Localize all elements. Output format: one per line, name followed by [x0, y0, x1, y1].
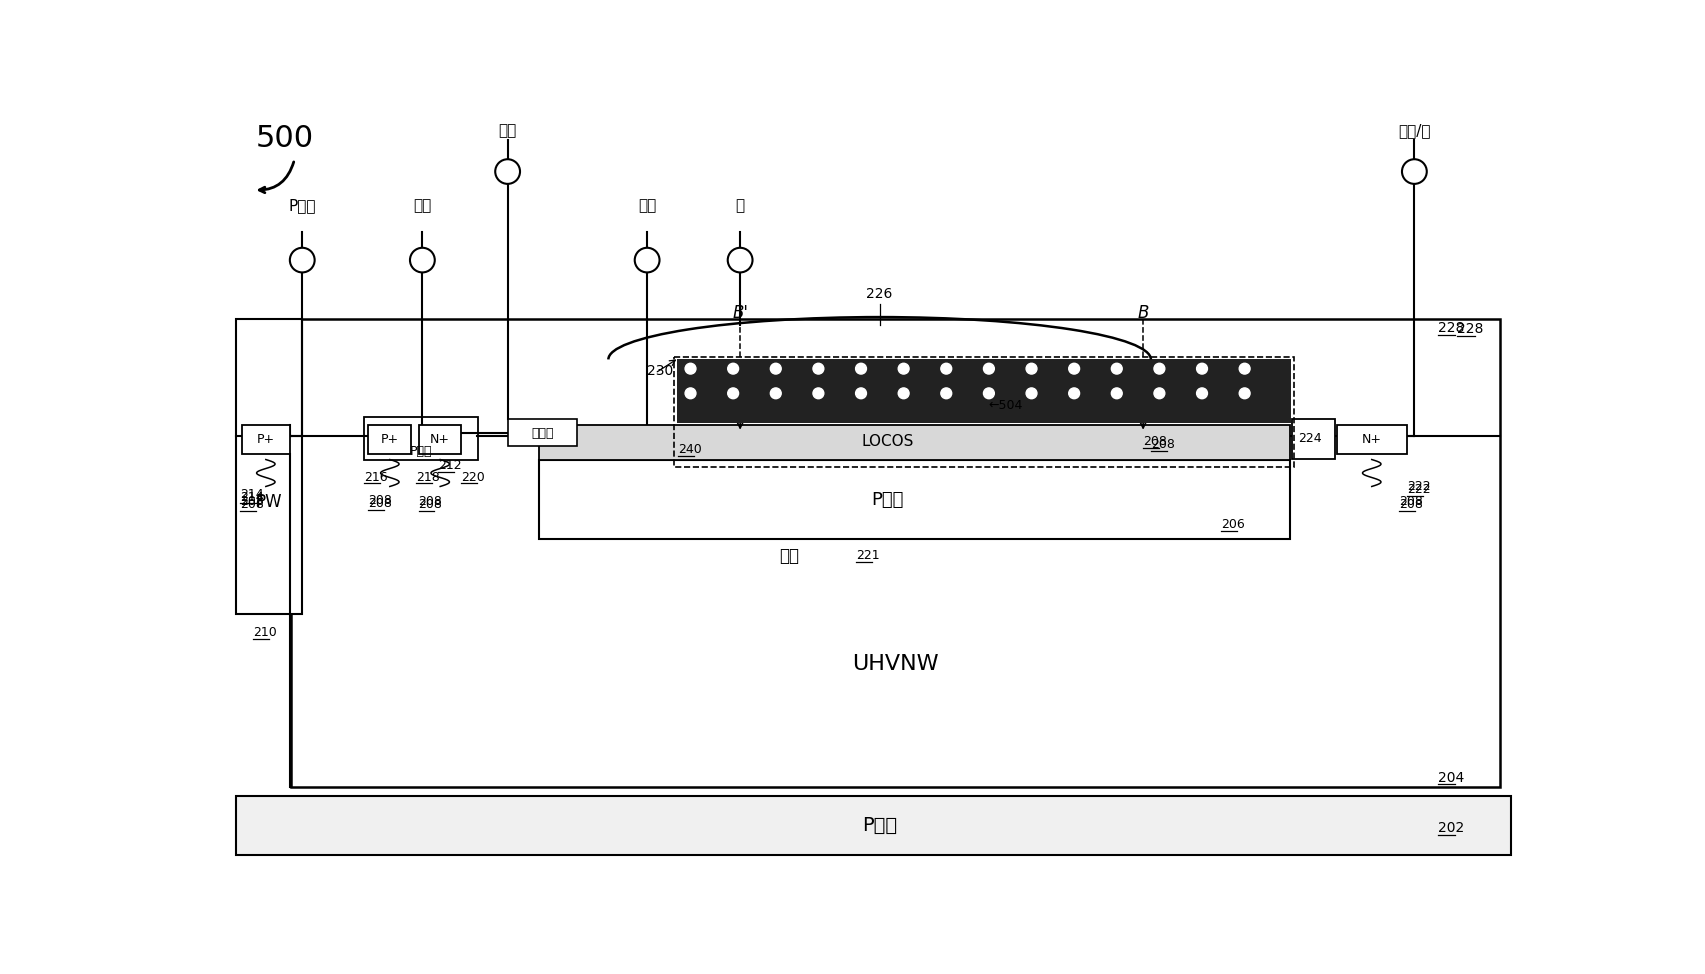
Text: 216: 216: [365, 470, 387, 484]
Text: 218: 218: [416, 470, 440, 484]
Circle shape: [1197, 388, 1207, 398]
Text: 漏极/高: 漏极/高: [1398, 124, 1430, 138]
Bar: [508, 420, 578, 446]
Text: 208: 208: [418, 499, 442, 511]
Text: 208: 208: [1151, 438, 1175, 451]
Circle shape: [290, 247, 315, 273]
Text: PW: PW: [256, 493, 283, 511]
Text: P衬底: P衬底: [863, 816, 897, 835]
Circle shape: [856, 388, 866, 398]
Circle shape: [899, 363, 909, 374]
Text: 208: 208: [368, 494, 392, 506]
Text: 222: 222: [1407, 483, 1430, 496]
Text: P本体: P本体: [409, 445, 431, 459]
Bar: [237, 796, 1511, 854]
Text: B: B: [1137, 304, 1149, 322]
Bar: [677, 359, 1291, 423]
Circle shape: [1069, 388, 1079, 398]
Text: 222: 222: [1407, 480, 1430, 493]
Text: 208: 208: [368, 497, 392, 510]
Text: P衬底: P衬底: [288, 198, 315, 213]
Bar: [237, 318, 302, 614]
Text: 230: 230: [648, 364, 673, 378]
Text: 源极: 源极: [498, 124, 517, 138]
Circle shape: [634, 247, 660, 273]
Bar: [368, 425, 411, 454]
Text: 多晶硯: 多晶硯: [532, 427, 554, 440]
Text: 208: 208: [240, 499, 264, 511]
Text: 224: 224: [1298, 432, 1321, 445]
Text: P顶部: P顶部: [871, 491, 904, 508]
Text: 漂移: 漂移: [779, 546, 800, 565]
Circle shape: [1197, 363, 1207, 374]
Text: 214: 214: [240, 488, 264, 501]
Text: 220: 220: [460, 470, 484, 484]
Bar: [1337, 425, 1407, 454]
Circle shape: [941, 363, 951, 374]
Circle shape: [1112, 388, 1122, 398]
Text: N+: N+: [430, 433, 450, 446]
Circle shape: [856, 363, 866, 374]
Text: 208: 208: [1398, 499, 1422, 511]
Text: ←504: ←504: [989, 399, 1023, 412]
Bar: [539, 460, 1291, 539]
Circle shape: [685, 363, 696, 374]
Circle shape: [941, 388, 951, 398]
Text: UHVNW: UHVNW: [852, 654, 938, 674]
Circle shape: [728, 388, 738, 398]
Circle shape: [984, 363, 994, 374]
Bar: [365, 417, 477, 460]
Circle shape: [1026, 363, 1037, 374]
Bar: [418, 425, 460, 454]
Text: 500: 500: [256, 124, 314, 153]
Text: 221: 221: [856, 549, 880, 562]
Circle shape: [685, 388, 696, 398]
Bar: [673, 357, 1294, 468]
Circle shape: [1112, 363, 1122, 374]
Text: 210: 210: [254, 626, 278, 639]
Text: N+: N+: [1362, 433, 1381, 446]
Text: 低: 低: [735, 198, 745, 213]
Text: 226: 226: [866, 287, 893, 301]
Circle shape: [1402, 159, 1427, 184]
Text: 208: 208: [1398, 496, 1422, 508]
Circle shape: [728, 363, 738, 374]
Text: B': B': [731, 304, 748, 322]
Text: 240: 240: [679, 443, 702, 456]
Bar: [539, 425, 1291, 460]
Circle shape: [1240, 388, 1250, 398]
Circle shape: [813, 363, 824, 374]
Text: 202: 202: [1437, 821, 1465, 836]
Text: 206: 206: [1221, 518, 1245, 532]
Circle shape: [899, 388, 909, 398]
Circle shape: [494, 159, 520, 184]
Circle shape: [1154, 363, 1165, 374]
Text: 228: 228: [1458, 322, 1483, 336]
Bar: [1292, 419, 1335, 459]
Text: 212: 212: [438, 459, 462, 472]
Text: 208: 208: [1142, 435, 1166, 448]
Circle shape: [771, 363, 781, 374]
Text: 214: 214: [240, 491, 264, 504]
Circle shape: [1069, 363, 1079, 374]
Circle shape: [1154, 388, 1165, 398]
Text: 208: 208: [240, 496, 264, 508]
Bar: [290, 318, 1500, 787]
Circle shape: [1026, 388, 1037, 398]
Text: 栅极: 栅极: [638, 198, 656, 213]
Circle shape: [409, 247, 435, 273]
Text: 228: 228: [1437, 320, 1465, 335]
Circle shape: [1240, 363, 1250, 374]
Text: LOCOS: LOCOS: [861, 434, 914, 449]
Circle shape: [813, 388, 824, 398]
Text: P+: P+: [257, 433, 275, 446]
Text: 本体: 本体: [413, 198, 431, 213]
Text: 208: 208: [418, 496, 442, 508]
Circle shape: [984, 388, 994, 398]
Text: 204: 204: [1437, 770, 1465, 784]
Circle shape: [728, 247, 752, 273]
Circle shape: [771, 388, 781, 398]
Text: P+: P+: [380, 433, 399, 446]
Bar: [242, 425, 290, 454]
